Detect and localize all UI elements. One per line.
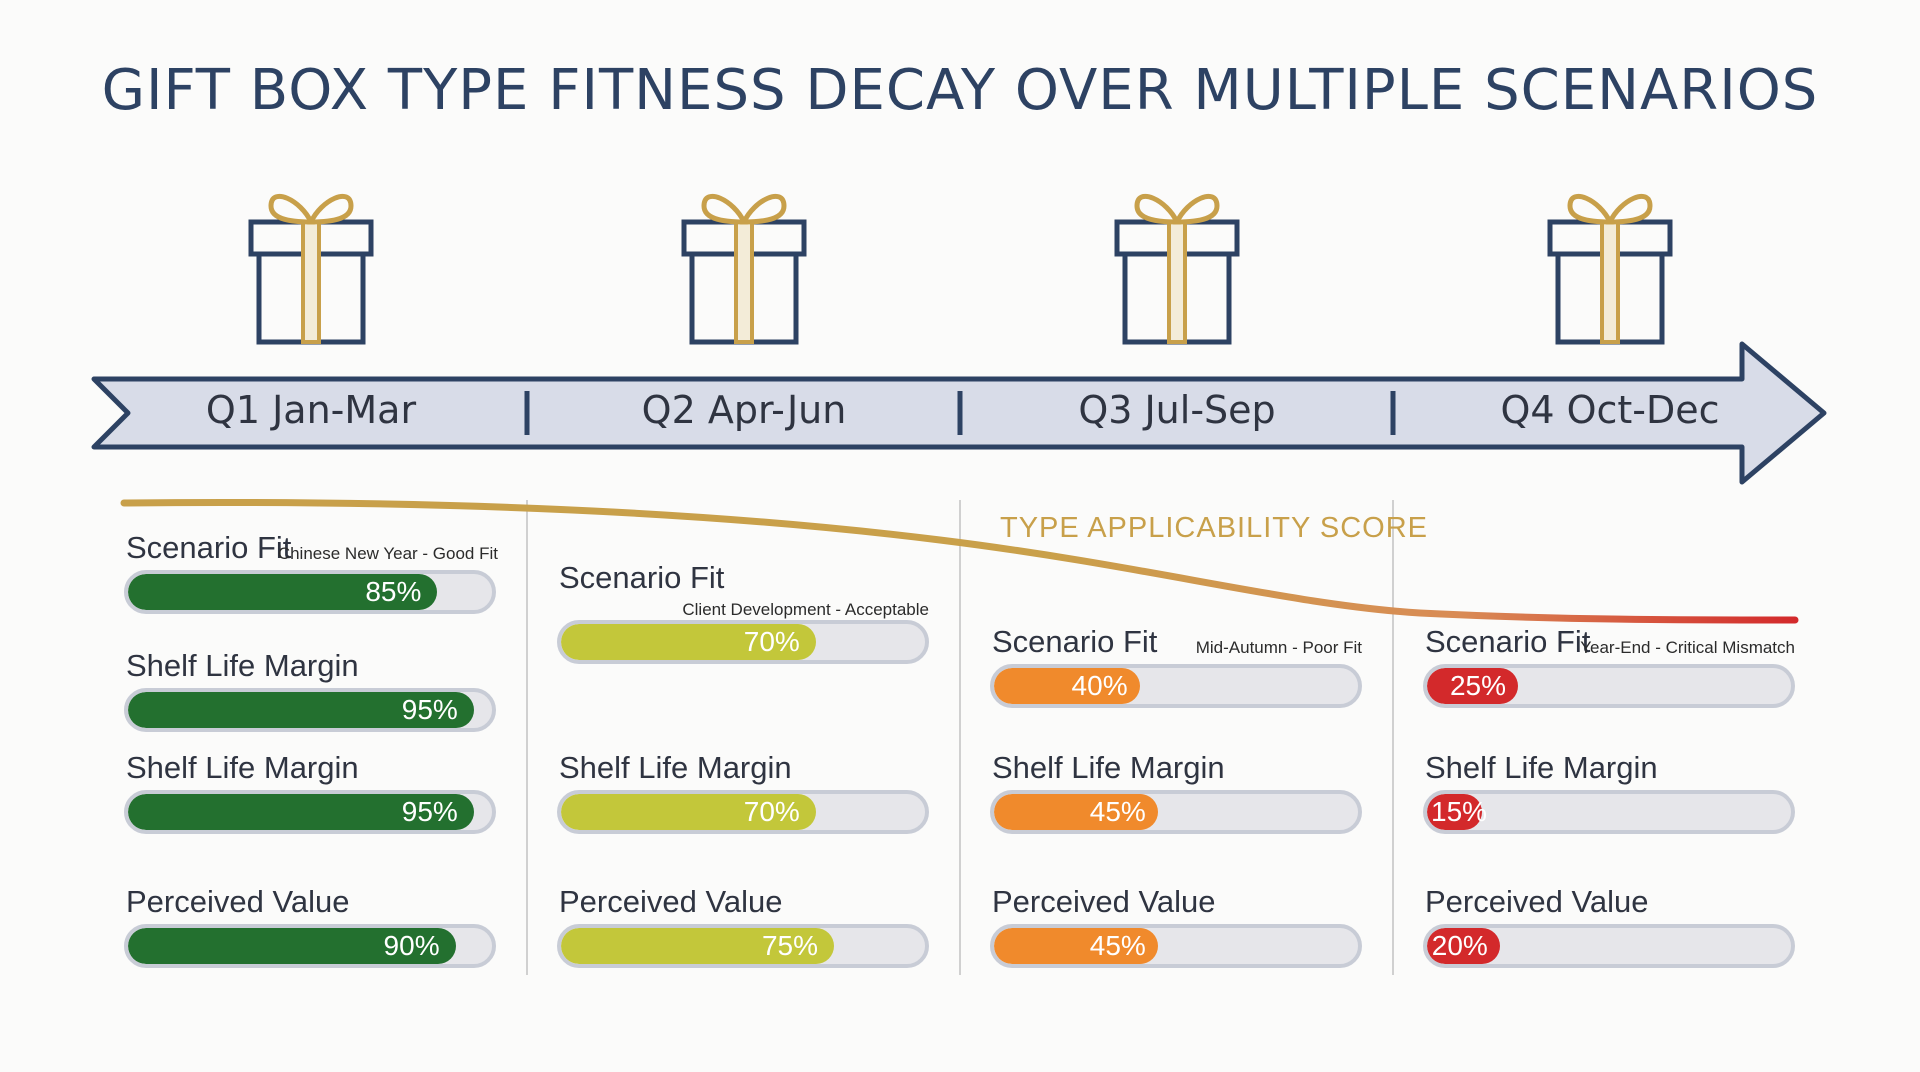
progress-value: 95%	[401, 694, 458, 725]
q2-scenario-fit: Scenario Fit Client Development - Accept…	[557, 556, 929, 664]
metric-label: Scenario Fit	[1425, 624, 1591, 659]
metric-label: Scenario Fit	[126, 530, 292, 565]
progress-fill: 45%	[994, 794, 1158, 830]
progress-track: 40%	[990, 664, 1362, 708]
metric-note: Year-End - Critical Mismatch	[1580, 638, 1795, 657]
gift-box-icon-q1	[251, 196, 371, 342]
progress-value: 75%	[761, 930, 818, 961]
q3-shelf-life-margin: Shelf Life Margin 45%	[990, 748, 1362, 834]
metric-label: Shelf Life Margin	[126, 648, 359, 683]
q1-shelf-life-margin-2: Shelf Life Margin 95%	[124, 748, 496, 834]
progress-fill: 70%	[561, 794, 816, 830]
metric-note: Client Development - Acceptable	[682, 600, 929, 619]
metric-label: Perceived Value	[559, 884, 783, 919]
gift-box-icon-q4	[1550, 196, 1670, 342]
q1-scenario-fit: Scenario Fit Chinese New Year - Good Fit…	[124, 528, 498, 614]
q1-perceived-value: Perceived Value 90%	[124, 882, 496, 968]
progress-fill: 70%	[561, 624, 816, 660]
progress-track: 85%	[124, 570, 496, 614]
progress-fill: 15%	[1427, 794, 1487, 830]
progress-value: 40%	[1071, 670, 1128, 701]
quarter-label-q1: Q1 Jan-Mar	[205, 388, 417, 432]
type-applicability-score-label: TYPE APPLICABILITY SCORE	[1000, 512, 1429, 544]
progress-track: 70%	[557, 620, 929, 664]
metric-label: Shelf Life Margin	[1425, 750, 1658, 785]
progress-fill: 20%	[1427, 928, 1500, 964]
progress-value: 85%	[365, 576, 422, 607]
progress-value: 20%	[1431, 930, 1488, 961]
quarter-label-q4: Q4 Oct-Dec	[1500, 388, 1720, 432]
progress-fill: 85%	[128, 574, 438, 610]
progress-track: 90%	[124, 924, 496, 968]
metric-note: Chinese New Year - Good Fit	[277, 544, 498, 563]
decay-curve	[120, 498, 1799, 624]
progress-value: 45%	[1089, 930, 1146, 961]
q4-perceived-value: Perceived Value 20%	[1423, 882, 1795, 968]
progress-fill: 40%	[994, 668, 1140, 704]
quarter-label-q3: Q3 Jul-Sep	[1078, 388, 1276, 432]
progress-value: 45%	[1089, 796, 1146, 827]
q3-perceived-value: Perceived Value 45%	[990, 882, 1362, 968]
progress-fill: 25%	[1427, 668, 1518, 704]
gift-box-icon-q2	[684, 196, 804, 342]
quarter-label-q2: Q2 Apr-Jun	[641, 388, 847, 432]
q2-perceived-value: Perceived Value 75%	[557, 882, 929, 968]
progress-fill: 95%	[128, 692, 474, 728]
progress-fill: 95%	[128, 794, 474, 830]
progress-fill: 90%	[128, 928, 456, 964]
progress-value: 90%	[383, 930, 440, 961]
progress-value: 95%	[401, 796, 458, 827]
metric-label: Shelf Life Margin	[559, 750, 792, 785]
progress-value: 25%	[1449, 670, 1506, 701]
metric-label: Perceived Value	[1425, 884, 1649, 919]
progress-track: 15%	[1423, 790, 1795, 834]
metric-label: Perceived Value	[992, 884, 1216, 919]
metric-label: Perceived Value	[126, 884, 350, 919]
metric-note: Mid-Autumn - Poor Fit	[1195, 638, 1362, 657]
q4-scenario-fit: Scenario Fit Year-End - Critical Mismatc…	[1423, 622, 1795, 708]
progress-track: 45%	[990, 924, 1362, 968]
progress-track: 25%	[1423, 664, 1795, 708]
metric-label: Shelf Life Margin	[992, 750, 1225, 785]
progress-track: 75%	[557, 924, 929, 968]
progress-track: 95%	[124, 688, 496, 732]
progress-value: 15%	[1431, 796, 1488, 827]
page-title: GIFT BOX TYPE FITNESS DECAY OVER MULTIPL…	[101, 58, 1819, 123]
metric-label: Shelf Life Margin	[126, 750, 359, 785]
q3-scenario-fit: Scenario Fit Mid-Autumn - Poor Fit 40%	[990, 622, 1362, 708]
progress-track: 20%	[1423, 924, 1795, 968]
q1-shelf-life-margin: Shelf Life Margin 95%	[124, 646, 496, 732]
metric-label: Scenario Fit	[992, 624, 1158, 659]
progress-fill: 75%	[561, 928, 834, 964]
q4-shelf-life-margin: Shelf Life Margin 15%	[1423, 748, 1795, 834]
progress-track: 95%	[124, 790, 496, 834]
progress-fill: 45%	[994, 928, 1158, 964]
q2-shelf-life-margin: Shelf Life Margin 70%	[557, 748, 929, 834]
metric-label: Scenario Fit	[559, 560, 725, 595]
gift-box-icon-q3	[1117, 196, 1237, 342]
progress-value: 70%	[743, 626, 800, 657]
progress-value: 70%	[743, 796, 800, 827]
progress-track: 70%	[557, 790, 929, 834]
progress-track: 45%	[990, 790, 1362, 834]
